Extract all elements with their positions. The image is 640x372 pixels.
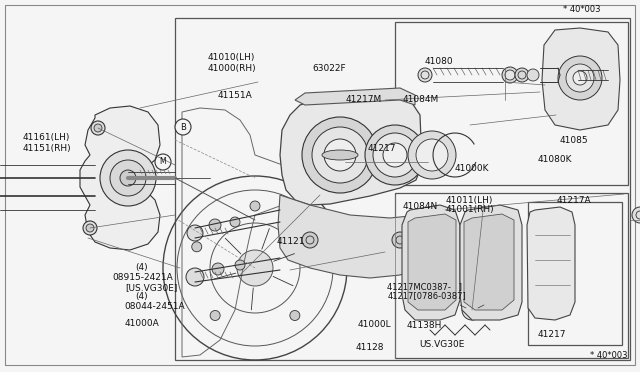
Circle shape [175,119,191,135]
Circle shape [187,225,203,241]
Circle shape [324,139,356,171]
Text: US.VG30E: US.VG30E [419,340,465,349]
Circle shape [186,268,204,286]
Circle shape [304,232,314,242]
Polygon shape [280,93,422,205]
Circle shape [505,70,515,80]
Text: 41080: 41080 [424,57,453,66]
Text: 41121: 41121 [276,237,305,246]
Polygon shape [295,88,415,105]
Circle shape [100,150,156,206]
Circle shape [86,224,94,232]
Text: 41151(RH): 41151(RH) [22,144,71,153]
Circle shape [91,121,105,135]
Text: 41161(LH): 41161(LH) [22,133,70,142]
Ellipse shape [322,150,358,160]
Text: * 40*003: * 40*003 [591,351,628,360]
Polygon shape [80,106,160,250]
Circle shape [210,311,220,321]
Text: 41084M: 41084M [403,95,439,104]
Text: 41001(RH): 41001(RH) [445,205,494,214]
Circle shape [467,305,477,315]
Text: 41151A: 41151A [218,92,252,100]
Text: M: M [160,157,166,167]
Text: 41000K: 41000K [454,164,489,173]
Circle shape [527,69,539,81]
Polygon shape [527,207,575,320]
Text: (4): (4) [136,292,148,301]
Text: 41138H: 41138H [406,321,442,330]
Text: 41217MC0387-   ]: 41217MC0387- ] [387,282,462,291]
Text: 41010(LH): 41010(LH) [208,53,255,62]
Circle shape [573,71,587,85]
Circle shape [558,56,602,100]
Text: 41084N: 41084N [403,202,438,211]
Text: 41000(RH): 41000(RH) [208,64,257,73]
Polygon shape [464,214,514,310]
Circle shape [502,67,518,83]
Circle shape [560,70,570,80]
Circle shape [209,219,221,231]
Polygon shape [542,28,620,130]
Bar [175,18,630,360]
Circle shape [290,311,300,321]
Text: 41217: 41217 [538,330,566,339]
Circle shape [462,300,482,320]
Circle shape [230,217,240,227]
Circle shape [250,201,260,211]
Text: 08044-2451A: 08044-2451A [125,302,186,311]
Circle shape [418,68,432,82]
Text: 41217A: 41217A [557,196,591,205]
Circle shape [365,125,425,185]
Circle shape [110,160,146,196]
Circle shape [302,117,378,193]
Text: B: B [180,122,186,131]
Polygon shape [460,205,522,320]
Text: 41085: 41085 [560,136,589,145]
Text: 41011(LH): 41011(LH) [445,196,493,205]
Circle shape [302,232,318,248]
Circle shape [632,207,640,223]
Circle shape [192,242,202,252]
Text: 41000A: 41000A [125,319,159,328]
Text: (4): (4) [136,263,148,272]
Text: [US.VG30E]: [US.VG30E] [125,283,177,292]
Polygon shape [408,214,456,310]
Circle shape [212,263,224,275]
Circle shape [237,250,273,286]
Bar [395,22,628,185]
Text: 41080K: 41080K [538,155,572,164]
Text: 41217[0786-0387]: 41217[0786-0387] [387,292,466,301]
Circle shape [83,221,97,235]
Polygon shape [278,195,430,278]
Text: 41217M: 41217M [346,95,382,104]
Text: 08915-2421A: 08915-2421A [112,273,173,282]
Circle shape [94,124,102,132]
Circle shape [120,170,136,186]
Circle shape [416,139,448,171]
Text: 63022F: 63022F [312,64,346,73]
Circle shape [566,64,594,92]
Circle shape [312,127,368,183]
Circle shape [515,68,529,82]
Circle shape [392,232,408,248]
Circle shape [383,143,407,167]
Polygon shape [402,205,460,320]
Circle shape [235,260,245,270]
Text: 41128: 41128 [355,343,384,352]
Bar [528,202,622,345]
Text: * 40*003: * 40*003 [563,5,601,14]
Bar [395,193,628,358]
Circle shape [408,131,456,179]
Text: 41217: 41217 [368,144,397,153]
Text: 41000L: 41000L [357,320,391,329]
Circle shape [373,133,417,177]
Circle shape [155,154,171,170]
